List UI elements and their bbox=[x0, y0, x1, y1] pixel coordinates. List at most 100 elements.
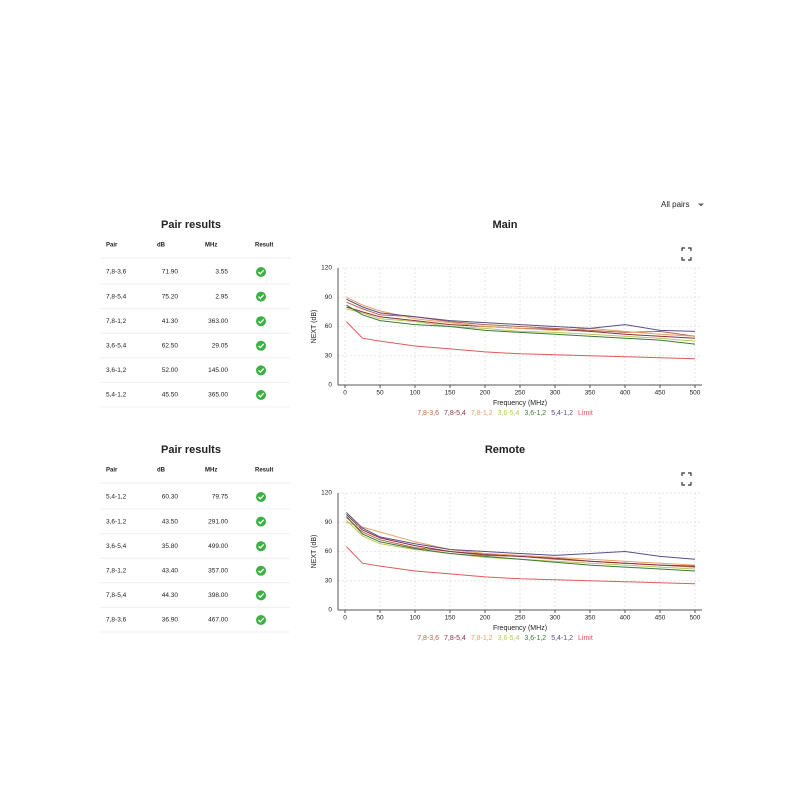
x-tick-label: 350 bbox=[585, 390, 596, 397]
pair-cell: 7,8-5,4 bbox=[106, 293, 127, 300]
pair-cell: 3,6-1,2 bbox=[106, 518, 127, 525]
column-header: dB bbox=[157, 243, 166, 249]
expand-icon[interactable] bbox=[681, 247, 692, 261]
y-tick-label: 0 bbox=[328, 382, 332, 389]
y-tick-label: 30 bbox=[325, 577, 333, 584]
legend-item[interactable]: 7,8-3,6 bbox=[417, 635, 439, 642]
x-tick-label: 200 bbox=[480, 390, 491, 397]
pass-icon bbox=[256, 267, 266, 277]
dropdown-caret[interactable] bbox=[698, 203, 704, 207]
series-line bbox=[346, 546, 696, 585]
pass-icon bbox=[256, 316, 266, 327]
x-tick-label: 100 bbox=[410, 615, 421, 622]
pass-check bbox=[258, 543, 265, 549]
y-tick-label: 120 bbox=[321, 265, 332, 272]
pass-icon bbox=[256, 615, 266, 625]
table-title: Pair results bbox=[161, 444, 221, 456]
x-tick-label: 500 bbox=[690, 615, 701, 622]
pass-check bbox=[258, 318, 265, 324]
y-axis-label: NEXT (dB) bbox=[311, 310, 318, 344]
legend-item[interactable]: 7,8-1,2 bbox=[471, 635, 493, 642]
db-cell: 44.30 bbox=[162, 592, 179, 599]
mhz-cell: 2.95 bbox=[215, 293, 228, 300]
mhz-cell: 365.00 bbox=[208, 392, 228, 399]
pass-check bbox=[258, 617, 265, 623]
pass-icon bbox=[256, 565, 266, 576]
pair-cell: 7,8-5,4 bbox=[106, 592, 127, 599]
legend-item[interactable]: 7,8-1,2 bbox=[471, 410, 493, 417]
x-tick-label: 250 bbox=[515, 615, 526, 622]
pass-icon bbox=[256, 390, 266, 400]
pair-cell: 5,4-1,2 bbox=[106, 392, 127, 399]
mhz-cell: 363.00 bbox=[208, 318, 228, 325]
legend-item[interactable]: Limit bbox=[578, 410, 593, 417]
series-line bbox=[346, 321, 696, 360]
y-tick-label: 0 bbox=[328, 607, 332, 614]
column-header: Result bbox=[255, 468, 273, 474]
x-tick-label: 200 bbox=[480, 615, 491, 622]
x-tick-label: 50 bbox=[376, 615, 384, 622]
x-tick-label: 400 bbox=[620, 390, 631, 397]
chart-title: Main bbox=[492, 219, 517, 231]
series-line bbox=[346, 296, 696, 337]
column-header: MHz bbox=[205, 468, 217, 474]
legend: 7,8-3,6 7,8-5,4 7,8-1,2 3,6-5,4 3,6-1,2 5,4-1… bbox=[417, 410, 593, 417]
db-cell: 43.50 bbox=[162, 518, 179, 525]
y-tick-label: 60 bbox=[325, 548, 333, 555]
series-line bbox=[346, 298, 696, 332]
pass-icon bbox=[256, 590, 266, 601]
pass-icon bbox=[256, 340, 266, 351]
legend-item[interactable]: 7,8-3,6 bbox=[417, 410, 439, 417]
pass-check bbox=[258, 568, 265, 574]
db-cell: 35.80 bbox=[162, 543, 179, 550]
mhz-cell: 398.00 bbox=[208, 592, 228, 599]
legend-item[interactable]: 3,6-5,4 bbox=[498, 410, 520, 417]
mhz-cell: 145.00 bbox=[208, 367, 228, 374]
series-line bbox=[346, 514, 696, 567]
pass-check bbox=[258, 269, 265, 275]
y-tick-label: 90 bbox=[325, 294, 333, 301]
x-tick-label: 300 bbox=[550, 615, 561, 622]
pair-cell: 3,6-5,4 bbox=[106, 343, 127, 350]
legend-item[interactable]: 7,8-5,4 bbox=[444, 410, 466, 417]
x-tick-label: 0 bbox=[343, 390, 347, 397]
legend-item[interactable]: 7,8-5,4 bbox=[444, 635, 466, 642]
mhz-cell: 357.00 bbox=[208, 568, 228, 575]
legend-item[interactable]: 5,4-1,2 bbox=[551, 410, 573, 417]
y-tick-label: 30 bbox=[325, 352, 333, 359]
db-cell: 36.90 bbox=[162, 617, 179, 624]
x-tick-label: 450 bbox=[655, 390, 666, 397]
filter-dropdown[interactable]: All pairs bbox=[661, 200, 689, 209]
mhz-cell: 291.00 bbox=[208, 518, 228, 525]
legend-item[interactable]: 3,6-1,2 bbox=[524, 410, 546, 417]
x-axis-label: Frequency (MHz) bbox=[493, 625, 547, 632]
pass-check bbox=[258, 392, 265, 398]
legend-item[interactable]: 3,6-5,4 bbox=[498, 635, 520, 642]
legend-item[interactable]: 3,6-1,2 bbox=[524, 635, 546, 642]
column-header: Result bbox=[255, 243, 273, 249]
x-tick-label: 300 bbox=[550, 390, 561, 397]
x-tick-label: 150 bbox=[445, 615, 456, 622]
column-header: MHz bbox=[205, 243, 217, 249]
legend: 7,8-3,6 7,8-5,4 7,8-1,2 3,6-5,4 3,6-1,2 5,4-1… bbox=[417, 635, 593, 642]
table-title: Pair results bbox=[161, 219, 221, 231]
pair-cell: 3,6-5,4 bbox=[106, 543, 127, 550]
db-cell: 62.50 bbox=[162, 343, 179, 350]
x-tick-label: 400 bbox=[620, 615, 631, 622]
pair-cell: 7,8-3,6 bbox=[106, 617, 127, 624]
pass-check bbox=[258, 519, 265, 525]
pass-icon bbox=[256, 541, 266, 552]
db-cell: 43.40 bbox=[162, 568, 179, 575]
mhz-cell: 467.00 bbox=[208, 617, 228, 624]
pair-cell: 5,4-1,2 bbox=[106, 494, 127, 501]
x-tick-label: 100 bbox=[410, 390, 421, 397]
expand-icon[interactable] bbox=[681, 472, 692, 486]
legend-item[interactable]: 5,4-1,2 bbox=[551, 635, 573, 642]
series-line bbox=[346, 521, 696, 566]
x-tick-label: 500 bbox=[690, 390, 701, 397]
series-line bbox=[346, 516, 696, 572]
x-axis-label: Frequency (MHz) bbox=[493, 400, 547, 407]
x-tick-label: 250 bbox=[515, 390, 526, 397]
legend-item[interactable]: Limit bbox=[578, 635, 593, 642]
pass-icon bbox=[256, 291, 266, 302]
